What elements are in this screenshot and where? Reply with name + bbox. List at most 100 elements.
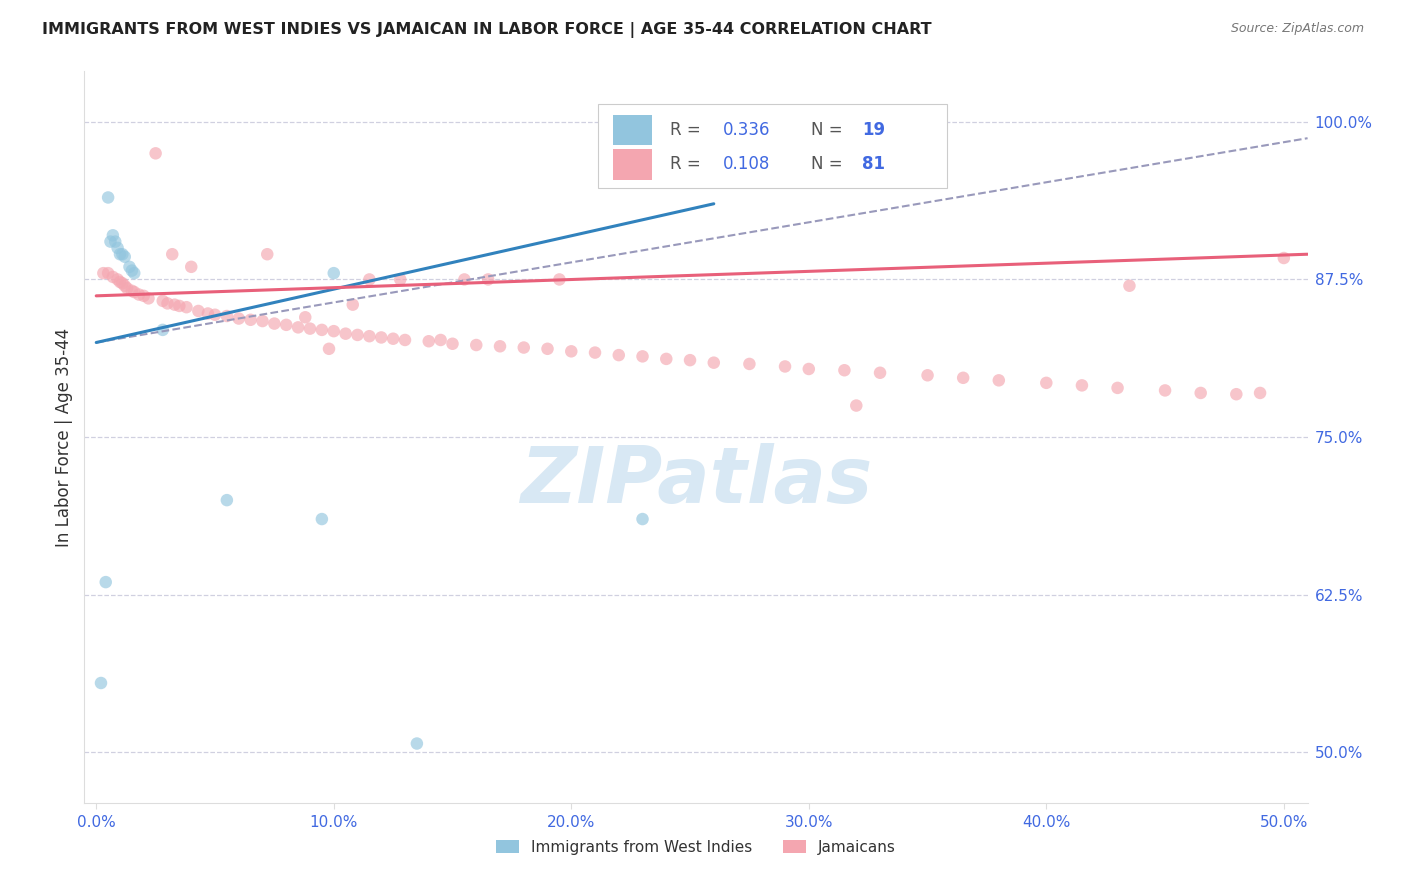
Point: [215, 309, 238, 323]
Point: [263, 317, 285, 331]
Point: [114, 250, 136, 264]
Point: [204, 308, 226, 322]
Point: [1189, 386, 1212, 401]
Point: [163, 298, 186, 312]
Point: [108, 247, 131, 261]
Point: [370, 330, 392, 344]
Point: [548, 272, 571, 286]
Point: [197, 306, 219, 320]
Point: [797, 362, 820, 376]
Text: 0.108: 0.108: [723, 155, 770, 173]
Point: [389, 272, 412, 286]
Point: [311, 512, 333, 526]
Point: [583, 345, 606, 359]
Point: [477, 272, 499, 286]
Point: [631, 350, 654, 364]
Point: [703, 356, 725, 370]
Point: [169, 299, 191, 313]
Point: [738, 357, 761, 371]
Point: [121, 263, 143, 277]
Point: [93, 266, 115, 280]
Point: [1154, 384, 1177, 398]
Point: [679, 353, 702, 368]
Point: [631, 512, 654, 526]
Point: [252, 314, 274, 328]
Point: [215, 493, 238, 508]
Point: [1118, 278, 1140, 293]
Point: [111, 247, 134, 261]
Point: [90, 676, 112, 690]
Point: [107, 272, 129, 286]
Point: [311, 323, 333, 337]
Point: [176, 300, 198, 314]
Text: Source: ZipAtlas.com: Source: ZipAtlas.com: [1230, 22, 1364, 36]
Point: [121, 284, 143, 298]
Point: [987, 373, 1010, 387]
Point: [162, 247, 184, 261]
Point: [382, 332, 405, 346]
Point: [107, 241, 129, 255]
Point: [294, 310, 316, 325]
Point: [108, 275, 131, 289]
Bar: [613, 149, 652, 179]
Text: ZIPatlas: ZIPatlas: [520, 443, 872, 519]
Point: [1035, 376, 1057, 390]
Point: [94, 575, 117, 590]
Point: [1107, 381, 1129, 395]
Text: 0.336: 0.336: [723, 121, 770, 139]
Point: [156, 296, 179, 310]
Point: [111, 277, 134, 291]
Point: [101, 269, 124, 284]
Text: 81: 81: [862, 155, 886, 173]
Point: [1071, 378, 1094, 392]
Point: [845, 399, 868, 413]
FancyBboxPatch shape: [598, 104, 946, 188]
Point: [773, 359, 796, 374]
Point: [101, 228, 124, 243]
Point: [536, 342, 558, 356]
Point: [359, 329, 381, 343]
Point: [118, 260, 141, 274]
Point: [128, 287, 150, 301]
Point: [114, 278, 136, 293]
Point: [152, 323, 174, 337]
Point: [298, 321, 321, 335]
Point: [655, 351, 678, 366]
Point: [322, 266, 344, 280]
Point: [115, 281, 138, 295]
Point: [187, 304, 209, 318]
Point: [560, 344, 582, 359]
Point: [489, 339, 512, 353]
Point: [513, 341, 536, 355]
Text: IMMIGRANTS FROM WEST INDIES VS JAMAICAN IN LABOR FORCE | AGE 35-44 CORRELATION C: IMMIGRANTS FROM WEST INDIES VS JAMAICAN …: [42, 22, 932, 38]
Point: [132, 289, 155, 303]
Text: N =: N =: [811, 121, 848, 139]
Point: [145, 146, 167, 161]
Point: [607, 348, 630, 362]
Text: 19: 19: [862, 121, 886, 139]
Point: [834, 363, 856, 377]
Point: [152, 293, 174, 308]
Point: [104, 235, 127, 249]
Point: [287, 320, 309, 334]
Y-axis label: In Labor Force | Age 35-44: In Labor Force | Age 35-44: [55, 327, 73, 547]
Point: [429, 333, 451, 347]
Point: [180, 260, 202, 274]
Point: [465, 338, 488, 352]
Point: [453, 272, 475, 286]
Point: [342, 298, 364, 312]
Point: [228, 311, 250, 326]
Point: [256, 247, 278, 261]
Point: [394, 333, 416, 347]
Legend: Immigrants from West Indies, Jamaicans: Immigrants from West Indies, Jamaicans: [489, 834, 903, 861]
Point: [322, 324, 344, 338]
Point: [100, 235, 122, 249]
Point: [122, 266, 145, 280]
Point: [1225, 387, 1247, 401]
Point: [406, 737, 429, 751]
Point: [418, 334, 440, 349]
Point: [97, 190, 120, 204]
Point: [97, 266, 120, 280]
Text: N =: N =: [811, 155, 848, 173]
Point: [346, 327, 368, 342]
